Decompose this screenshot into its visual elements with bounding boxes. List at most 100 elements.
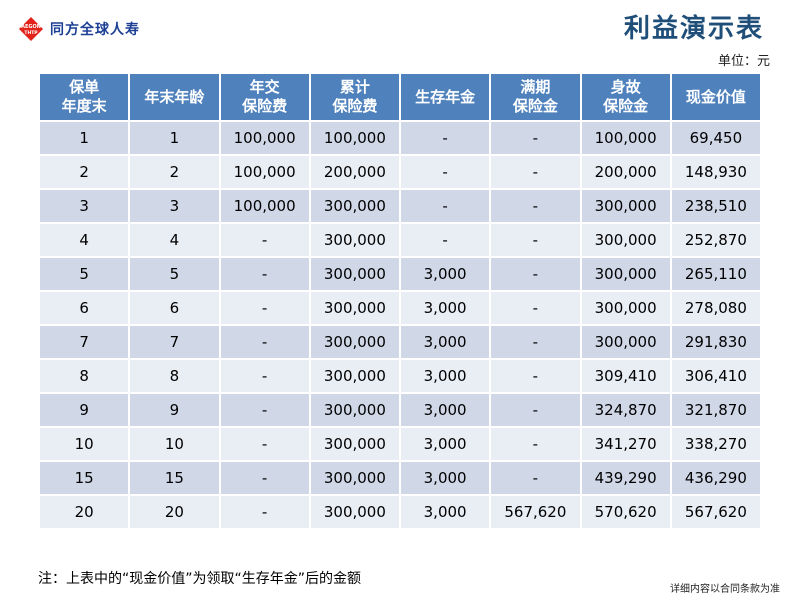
table-cell: 8 <box>40 360 129 392</box>
table-cell: 10 <box>40 428 129 460</box>
column-header: 身故 保险金 <box>581 74 670 120</box>
table-cell: - <box>220 258 309 290</box>
table-cell: 300,000 <box>310 496 399 528</box>
table-cell: 100,000 <box>581 122 670 154</box>
table-cell: 341,270 <box>581 428 670 460</box>
table-row: 1 1 100,000 100,000- -100,000 69,450 <box>40 122 760 154</box>
table-row: 3 3 100,000 300,000- -300,000 238,510 <box>40 190 760 222</box>
table-cell: 4 <box>130 224 219 256</box>
table-cell: 6 <box>40 292 129 324</box>
table-cell: 200,000 <box>581 156 670 188</box>
table-row: 7 7-300,000 3,000-300,000 291,830 <box>40 326 760 358</box>
table-cell: 2 <box>130 156 219 188</box>
table-row: 8 8-300,000 3,000-309,410 306,410 <box>40 360 760 392</box>
table-cell: 3,000 <box>401 258 490 290</box>
table-cell: - <box>220 360 309 392</box>
table-cell: 567,620 <box>491 496 580 528</box>
table-cell: 300,000 <box>310 462 399 494</box>
table-cell: 265,110 <box>671 258 760 290</box>
table-cell: 300,000 <box>581 292 670 324</box>
column-header: 年交 保险费 <box>220 74 309 120</box>
table-cell: 8 <box>130 360 219 392</box>
table-cell: - <box>491 122 580 154</box>
table-cell: - <box>401 122 490 154</box>
table-cell: 3 <box>130 190 219 222</box>
table-cell: 324,870 <box>581 394 670 426</box>
table-cell: 321,870 <box>671 394 760 426</box>
table-cell: 291,830 <box>671 326 760 358</box>
column-header: 满期 保险金 <box>491 74 580 120</box>
table-cell: - <box>220 394 309 426</box>
table-cell: 300,000 <box>581 326 670 358</box>
table-header-row: 保单 年度末 年末年龄 年交 保险费 累计 保险费 生存年金 满期 保险金 身故 保险金 现金… <box>40 74 760 120</box>
table-cell: 200,000 <box>310 156 399 188</box>
table-cell: - <box>491 394 580 426</box>
table-cell: 300,000 <box>581 224 670 256</box>
table-row: 15 15-300,000 3,000-439,290 436,290 <box>40 462 760 494</box>
table-cell: - <box>220 224 309 256</box>
unit-label: 单位：元 <box>717 54 770 69</box>
table-cell: 300,000 <box>310 258 399 290</box>
table-cell: 3,000 <box>401 292 490 324</box>
table-note: 注：上表中的“现金价值”为领取“生存年金”后的金额 <box>38 571 362 587</box>
table-cell: - <box>491 462 580 494</box>
table-cell: - <box>220 326 309 358</box>
table-cell: 1 <box>40 122 129 154</box>
table-cell: 100,000 <box>220 122 309 154</box>
table-cell: 309,410 <box>581 360 670 392</box>
aegon-logo-icon: AEGON THTP <box>18 16 44 42</box>
table-cell: - <box>491 156 580 188</box>
table-cell: 5 <box>40 258 129 290</box>
table-cell: 300,000 <box>581 258 670 290</box>
table-cell: 338,270 <box>671 428 760 460</box>
table-cell: 7 <box>40 326 129 358</box>
table-cell: 300,000 <box>310 292 399 324</box>
table-cell: 252,870 <box>671 224 760 256</box>
table-cell: 3,000 <box>401 462 490 494</box>
table-cell: - <box>220 496 309 528</box>
table-cell: 3,000 <box>401 360 490 392</box>
table-cell: 1 <box>130 122 219 154</box>
table-cell: 9 <box>130 394 219 426</box>
table-cell: 100,000 <box>220 190 309 222</box>
table-cell: 4 <box>40 224 129 256</box>
column-header: 现金价值 <box>671 74 760 120</box>
table-cell: 15 <box>40 462 129 494</box>
table-cell: - <box>220 292 309 324</box>
table-cell: 300,000 <box>310 428 399 460</box>
table-cell: 3,000 <box>401 428 490 460</box>
table-cell: - <box>491 292 580 324</box>
table-cell: 300,000 <box>310 224 399 256</box>
table-cell: 15 <box>130 462 219 494</box>
table-cell: - <box>491 258 580 290</box>
table-cell: 300,000 <box>310 190 399 222</box>
table-row: 2 2 100,000 200,000- -200,000 148,930 <box>40 156 760 188</box>
table-cell: 100,000 <box>220 156 309 188</box>
table-cell: 567,620 <box>671 496 760 528</box>
table-cell: 278,080 <box>671 292 760 324</box>
table-cell: 3,000 <box>401 326 490 358</box>
table-cell: - <box>220 462 309 494</box>
table-cell: - <box>401 190 490 222</box>
column-header: 生存年金 <box>401 74 490 120</box>
column-header: 累计 保险费 <box>310 74 399 120</box>
table-cell: - <box>220 428 309 460</box>
table-cell: 3,000 <box>401 394 490 426</box>
table-cell: 306,410 <box>671 360 760 392</box>
table-row: 6 6-300,000 3,000-300,000 278,080 <box>40 292 760 324</box>
table-cell: - <box>491 326 580 358</box>
table-cell: - <box>491 428 580 460</box>
table-cell: 148,930 <box>671 156 760 188</box>
table-cell: 6 <box>130 292 219 324</box>
contract-footnote: 详细内容以合同条款为准 <box>670 584 780 595</box>
table-row: 9 9-300,000 3,000-324,870 321,870 <box>40 394 760 426</box>
benefit-table: 保单 年度末 年末年龄 年交 保险费 累计 保险费 生存年金 满期 保险金 身故 保险金 现金… <box>38 72 762 530</box>
table-cell: - <box>491 224 580 256</box>
table-cell: 10 <box>130 428 219 460</box>
table-cell: - <box>491 190 580 222</box>
table-cell: 20 <box>40 496 129 528</box>
table-body: 1 1 100,000 100,000- -100,000 69,450 2 2 100,000… <box>40 122 760 528</box>
table-cell: 9 <box>40 394 129 426</box>
table-cell: - <box>401 224 490 256</box>
column-header: 年末年龄 <box>130 74 219 120</box>
